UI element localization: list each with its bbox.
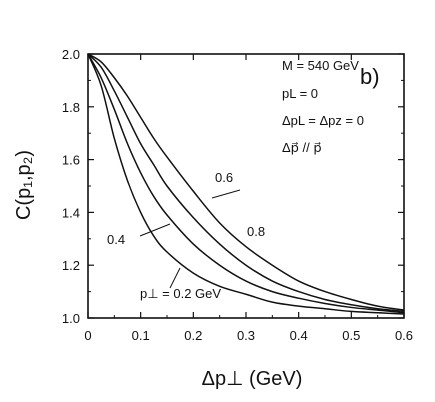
y-tick-label: 1.4 [62,205,80,220]
x-tick-label: 0.2 [184,328,202,343]
series-label-0.4: 0.4 [107,232,125,247]
annotation-mass: M = 540 GeV [282,58,359,73]
x-tick-label: 0.3 [237,328,255,343]
series-line-2 [87,53,405,313]
plot-frame [87,53,405,319]
ticks: 0 0.1 0.2 0.3 0.4 0.5 0.6 1.0 1.2 1.4 1.6 1.8 2.0 [62,47,413,343]
x-axis-label: Δp⊥ (GeV) [202,368,303,390]
x-tick-label: 0.6 [395,328,413,343]
y-tick-label: 1.0 [62,311,80,326]
series-label-0.6: 0.6 [215,170,233,185]
axes [87,53,405,319]
series-line-0 [87,53,405,315]
x-tick-label: 0.4 [290,328,308,343]
y-axis-label: C(p₁,p₂) [13,150,35,220]
x-tick-label: 0.1 [132,328,150,343]
curves [87,53,405,315]
annotation-delta-pl: ΔpL = Δpz = 0 [282,113,364,128]
panel-label: b) [360,64,380,89]
annotation-direction: Δp⃗ // p⃗ [282,140,322,155]
series-line-3 [87,53,405,311]
label-leader-0.4 [139,223,171,237]
series-line-1 [87,53,405,314]
label-leader-0.6 [211,189,241,199]
x-tick-label: 0 [84,328,91,343]
label-leader-0.2 [169,267,181,289]
series-label-0.8: 0.8 [247,224,265,239]
y-tick-label: 1.2 [62,258,80,273]
x-tick-label: 0.5 [342,328,360,343]
y-tick-label: 1.8 [62,100,80,115]
series-label-0.2: p⊥ = 0.2 GeV [140,286,221,301]
y-tick-label: 1.6 [62,153,80,168]
y-tick-label: 2.0 [62,47,80,62]
annotation-pl: pL = 0 [282,86,318,101]
